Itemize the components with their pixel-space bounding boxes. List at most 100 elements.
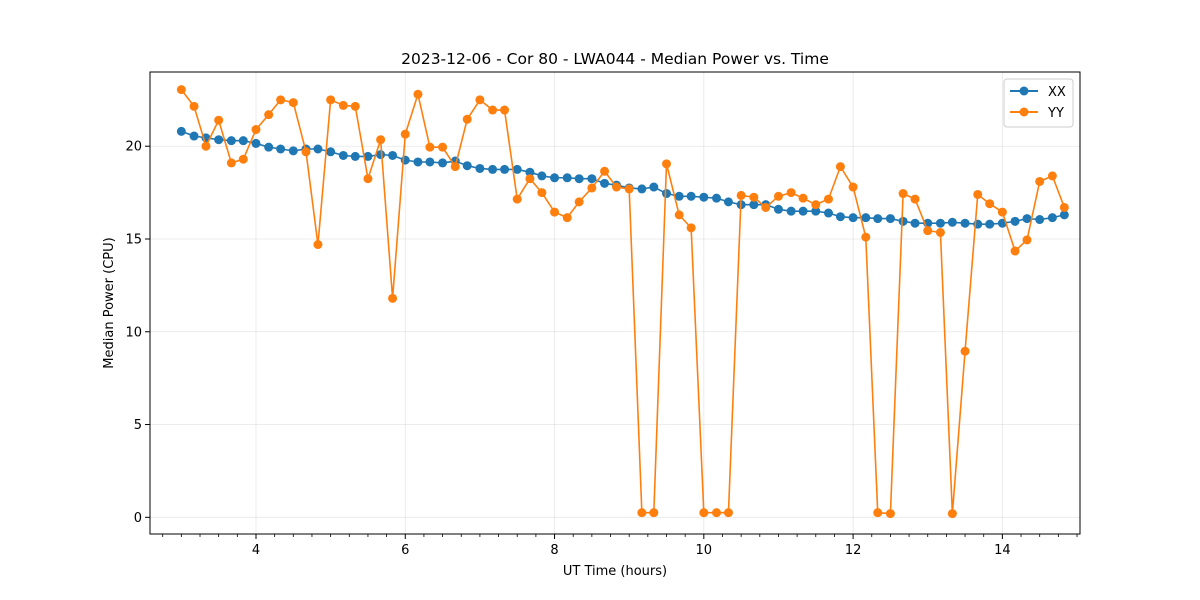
data-point-yy xyxy=(898,189,908,199)
data-point-yy xyxy=(413,89,423,99)
data-point-xx xyxy=(749,200,759,210)
y-axis-label: Median Power (CPU) xyxy=(102,237,117,368)
data-point-xx xyxy=(898,216,908,226)
data-point-yy xyxy=(537,188,547,198)
y-tick-label: 15 xyxy=(125,232,142,247)
data-point-yy xyxy=(189,101,199,111)
data-point-yy xyxy=(736,190,746,200)
data-point-xx xyxy=(288,146,298,156)
data-point-xx xyxy=(500,164,510,174)
data-point-yy xyxy=(1010,246,1020,256)
data-point-xx xyxy=(313,144,323,154)
data-point-xx xyxy=(1010,216,1020,226)
x-tick-label: 6 xyxy=(401,543,409,558)
data-point-yy xyxy=(1022,235,1032,245)
data-point-yy xyxy=(226,158,236,168)
data-point-yy xyxy=(550,207,560,217)
data-point-yy xyxy=(313,240,323,250)
data-point-yy xyxy=(1035,176,1045,186)
series-line-yy xyxy=(180,89,1066,515)
data-point-yy xyxy=(637,508,647,518)
grid xyxy=(150,72,1080,534)
data-point-yy xyxy=(525,174,535,184)
data-point-yy xyxy=(214,115,224,125)
data-point-yy xyxy=(376,135,386,145)
data-point-yy xyxy=(861,232,871,242)
data-point-xx xyxy=(400,155,410,165)
data-point-yy xyxy=(611,182,621,192)
data-point-xx xyxy=(786,206,796,216)
y-tick-label: 0 xyxy=(134,511,142,526)
data-point-xx xyxy=(326,147,336,157)
data-point-yy xyxy=(649,508,659,518)
data-point-xx xyxy=(1022,214,1032,224)
data-point-xx xyxy=(438,158,448,168)
data-point-yy xyxy=(712,508,722,518)
data-point-yy xyxy=(674,210,684,220)
data-point-yy xyxy=(723,508,733,518)
data-point-yy xyxy=(873,508,883,518)
data-point-yy xyxy=(450,162,460,172)
data-point-xx xyxy=(873,214,883,224)
data-point-yy xyxy=(475,95,485,105)
data-point-xx xyxy=(861,213,871,223)
y-tick-label: 20 xyxy=(125,140,142,155)
data-point-xx xyxy=(649,182,659,192)
data-point-xx xyxy=(238,136,248,146)
legend: XX YY xyxy=(1003,78,1074,128)
data-point-xx xyxy=(264,142,274,152)
data-point-xx xyxy=(848,213,858,223)
data-point-yy xyxy=(1047,171,1057,181)
data-point-yy xyxy=(176,85,186,95)
data-point-yy xyxy=(388,293,398,303)
data-point-xx xyxy=(600,178,610,188)
data-point-xx xyxy=(960,218,970,228)
data-point-yy xyxy=(400,129,410,139)
data-point-xx xyxy=(662,189,671,199)
data-point-yy xyxy=(997,207,1007,217)
x-tick-label: 4 xyxy=(252,543,260,558)
data-point-xx xyxy=(363,151,373,161)
data-point-yy xyxy=(699,508,709,518)
data-point-xx xyxy=(525,167,535,177)
data-point-yy xyxy=(624,184,634,194)
data-point-yy xyxy=(462,114,472,124)
data-point-xx xyxy=(587,174,597,184)
data-point-yy xyxy=(238,154,248,164)
plot-frame xyxy=(149,71,1081,535)
data-point-yy xyxy=(662,159,671,169)
data-point-xx xyxy=(562,173,572,183)
data-point-xx xyxy=(723,197,733,207)
x-tick-label: 12 xyxy=(845,543,862,558)
data-point-xx xyxy=(686,191,696,201)
data-point-yy xyxy=(562,213,572,223)
data-point-yy xyxy=(338,100,348,110)
data-point-xx xyxy=(425,157,435,167)
y-tick-label: 5 xyxy=(134,418,142,433)
data-point-yy xyxy=(438,142,448,152)
data-point-yy xyxy=(488,105,498,115)
data-point-xx xyxy=(935,218,945,228)
y-tick-label: 10 xyxy=(125,325,142,340)
series-layer xyxy=(176,85,1069,519)
data-point-xx xyxy=(512,164,522,174)
data-point-xx xyxy=(1059,210,1069,220)
data-point-xx xyxy=(226,136,236,146)
data-point-xx xyxy=(413,157,423,167)
axes: 4 6 8 10 12 14 0 5 10 15 20 xyxy=(125,140,1078,558)
data-point-xx xyxy=(637,184,647,194)
data-point-yy xyxy=(823,194,833,204)
data-point-yy xyxy=(276,95,286,105)
data-point-yy xyxy=(587,183,597,193)
data-point-yy xyxy=(251,125,261,135)
data-point-xx xyxy=(388,150,398,160)
data-point-xx xyxy=(811,206,821,216)
data-point-yy xyxy=(500,105,510,115)
data-point-xx xyxy=(674,191,684,201)
data-point-yy xyxy=(773,191,783,201)
legend-marker-xx xyxy=(1019,86,1029,96)
data-point-yy xyxy=(985,199,995,209)
data-point-yy xyxy=(600,166,610,176)
data-point-yy xyxy=(749,192,759,202)
data-point-yy xyxy=(264,110,274,120)
